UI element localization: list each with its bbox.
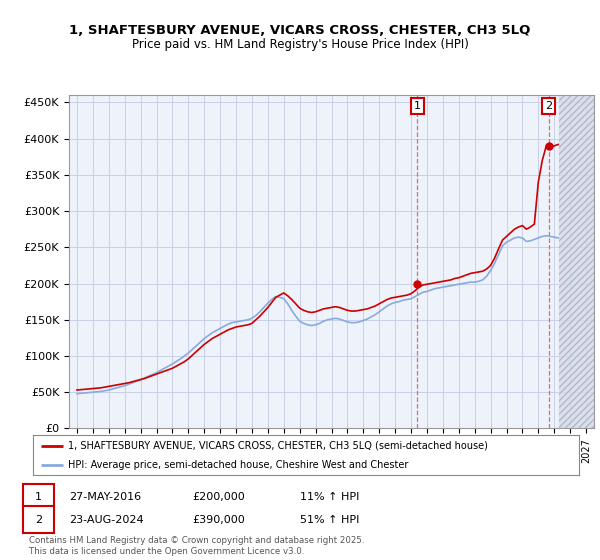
Bar — [559, 95, 594, 428]
Text: 1: 1 — [414, 101, 421, 111]
Text: 11% ↑ HPI: 11% ↑ HPI — [300, 492, 359, 502]
Text: 1: 1 — [35, 492, 42, 502]
Text: 27-MAY-2016: 27-MAY-2016 — [69, 492, 141, 502]
Text: 1, SHAFTESBURY AVENUE, VICARS CROSS, CHESTER, CH3 5LQ: 1, SHAFTESBURY AVENUE, VICARS CROSS, CHE… — [70, 24, 530, 36]
Text: 23-AUG-2024: 23-AUG-2024 — [69, 515, 143, 525]
Text: 2: 2 — [35, 515, 42, 525]
Text: 1, SHAFTESBURY AVENUE, VICARS CROSS, CHESTER, CH3 5LQ (semi-detached house): 1, SHAFTESBURY AVENUE, VICARS CROSS, CHE… — [68, 441, 488, 451]
Text: 51% ↑ HPI: 51% ↑ HPI — [300, 515, 359, 525]
Text: Contains HM Land Registry data © Crown copyright and database right 2025.
This d: Contains HM Land Registry data © Crown c… — [29, 536, 364, 556]
Text: £200,000: £200,000 — [192, 492, 245, 502]
Text: Price paid vs. HM Land Registry's House Price Index (HPI): Price paid vs. HM Land Registry's House … — [131, 38, 469, 50]
Text: £390,000: £390,000 — [192, 515, 245, 525]
Text: HPI: Average price, semi-detached house, Cheshire West and Chester: HPI: Average price, semi-detached house,… — [68, 460, 409, 470]
Bar — [559, 95, 594, 428]
Text: 2: 2 — [545, 101, 552, 111]
